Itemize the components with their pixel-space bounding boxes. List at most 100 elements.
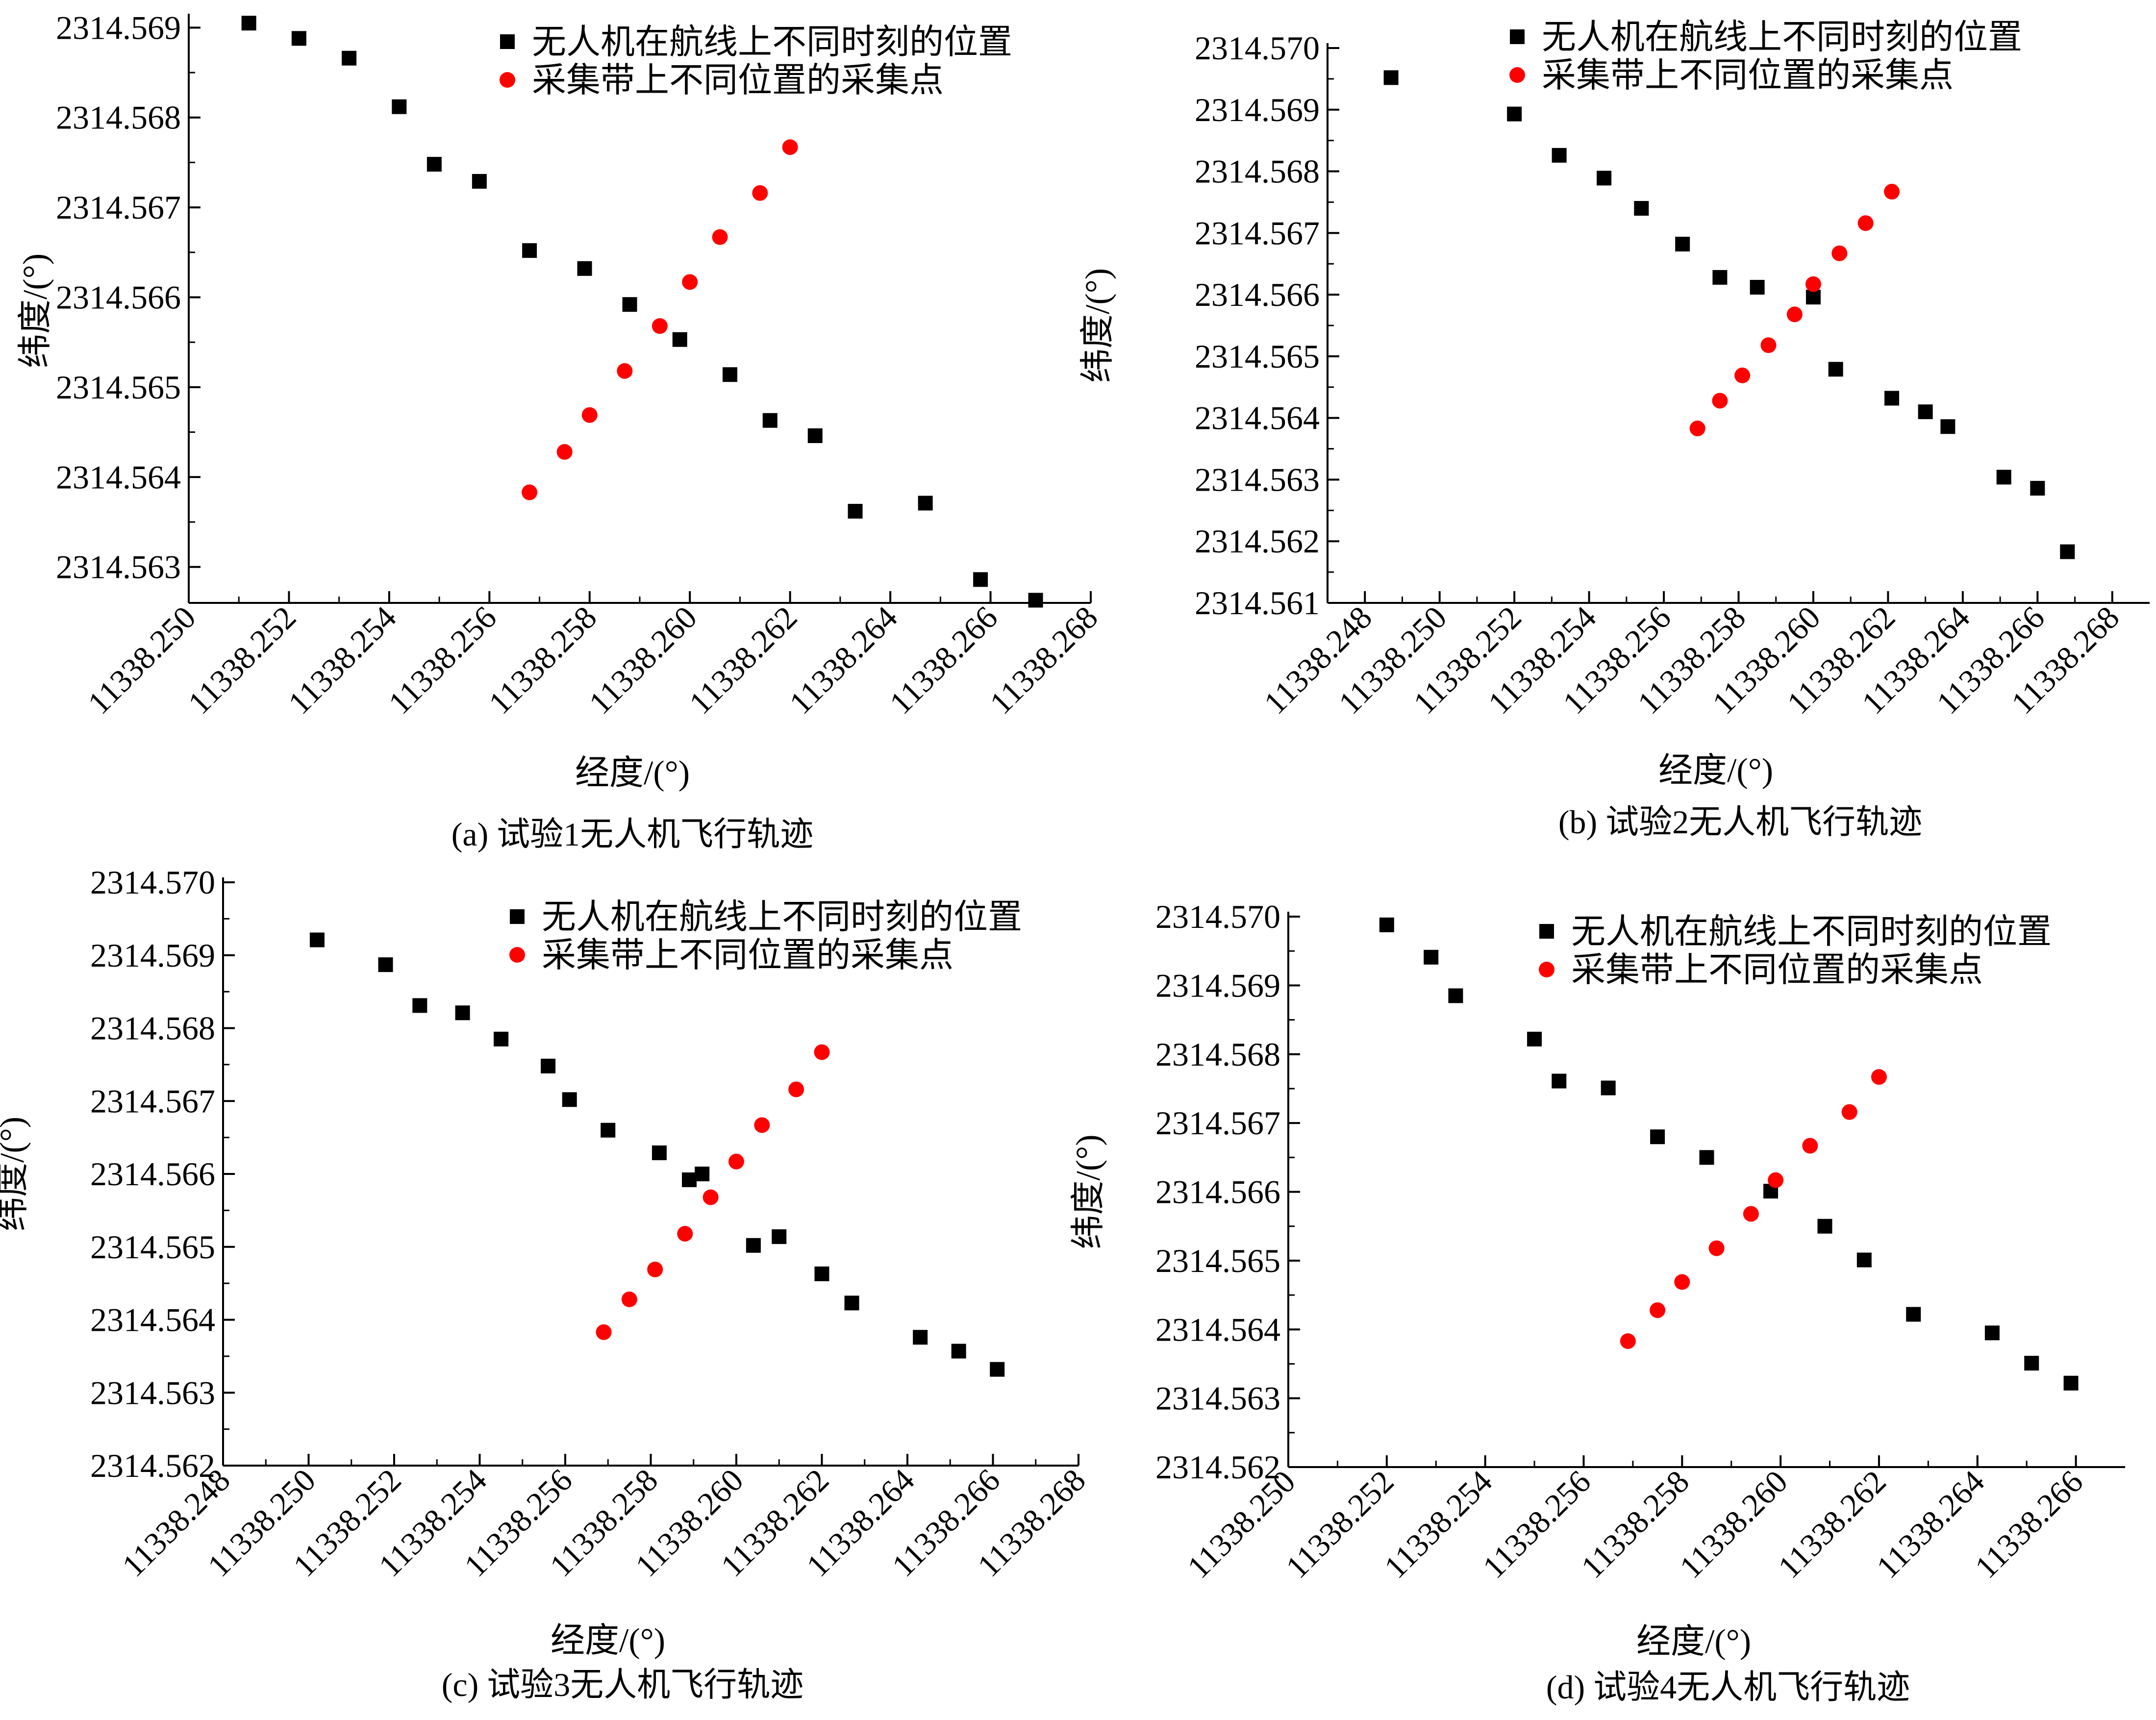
data-point-drone-position <box>973 572 988 587</box>
data-point-drone-position <box>1650 1129 1665 1145</box>
data-point-drone-position <box>844 1296 859 1311</box>
y-tick-label: 2314.567 <box>1195 214 1320 251</box>
x-tick-label: 11338.268 <box>983 599 1104 721</box>
panel-caption: (a) 试验1无人机飞行轨迹 <box>451 816 813 853</box>
x-tick-label: 11338.258 <box>482 599 603 721</box>
data-point-drone-position <box>762 413 777 428</box>
data-point-collection-point <box>1650 1302 1666 1318</box>
y-tick-label: 2314.567 <box>90 1082 215 1120</box>
data-point-collection-point <box>1689 421 1705 437</box>
data-point-drone-position <box>990 1362 1005 1377</box>
data-point-drone-position <box>522 243 537 258</box>
legend-marker-square <box>500 34 515 49</box>
data-point-drone-position <box>1028 593 1043 608</box>
data-point-drone-position <box>309 932 325 947</box>
data-point-drone-position <box>541 1058 556 1073</box>
data-point-collection-point <box>788 1081 804 1097</box>
data-point-collection-point <box>702 1189 719 1205</box>
data-point-collection-point <box>1871 1069 1887 1085</box>
data-point-collection-point <box>581 407 598 423</box>
y-tick-label: 2314.566 <box>56 278 181 316</box>
y-tick-label: 2314.563 <box>1195 461 1320 498</box>
data-point-collection-point <box>1805 276 1821 292</box>
y-tick-label: 2314.563 <box>56 548 181 586</box>
data-point-collection-point <box>682 274 698 290</box>
data-point-collection-point <box>1884 184 1900 200</box>
y-axis-label: 纬度/(°) <box>0 1117 31 1231</box>
y-tick-label: 2314.570 <box>1155 898 1280 935</box>
data-point-drone-position <box>291 31 306 46</box>
y-axis-label: 纬度/(°) <box>1079 268 1117 383</box>
y-tick-label: 2314.570 <box>90 864 215 901</box>
data-point-drone-position <box>1634 201 1649 216</box>
x-tick-label: 11338.262 <box>1771 1464 1893 1585</box>
data-point-drone-position <box>772 1229 787 1244</box>
x-tick-label: 11338.254 <box>1378 1464 1499 1585</box>
data-point-drone-position <box>1552 1073 1567 1089</box>
data-point-drone-position <box>695 1167 710 1181</box>
data-point-drone-position <box>1552 148 1567 163</box>
y-tick-label: 2314.568 <box>56 99 181 136</box>
data-point-drone-position <box>1906 1307 1921 1322</box>
x-tick-label: 11338.256 <box>1476 1464 1598 1585</box>
y-tick-label: 2314.569 <box>90 937 215 974</box>
x-axis-label: 经度/(°) <box>551 1622 665 1660</box>
y-tick-label: 2314.563 <box>90 1374 215 1411</box>
data-point-drone-position <box>2060 544 2075 559</box>
legend-label: 采集带上不同位置的采集点 <box>542 937 953 974</box>
y-tick-label: 2314.565 <box>56 369 181 406</box>
data-point-drone-position <box>2063 1375 2079 1391</box>
data-point-drone-position <box>1884 391 1900 406</box>
data-point-drone-position <box>1597 171 1612 186</box>
chart-panel-c: 2314.562 2314.563 2314.564 2314.565 2314.566… <box>0 864 1093 1703</box>
data-point-drone-position <box>746 1238 761 1253</box>
data-point-collection-point <box>677 1225 693 1242</box>
data-point-collection-point <box>556 444 573 460</box>
y-tick-label: 2314.565 <box>1155 1242 1280 1279</box>
chart-panel-a: 2314.563 2314.564 2314.565 2314.566 2314.567… <box>17 9 1105 853</box>
data-point-drone-position <box>1675 236 1690 251</box>
x-tick-label: 11338.260 <box>582 599 704 721</box>
x-axis-label: 经度/(°) <box>575 754 690 792</box>
data-point-collection-point <box>1831 245 1848 261</box>
data-point-collection-point <box>1841 1104 1857 1120</box>
data-point-drone-position <box>342 50 357 66</box>
data-point-drone-position <box>601 1122 616 1138</box>
data-point-drone-position <box>472 174 487 189</box>
data-point-drone-position <box>723 367 737 382</box>
legend-marker-square <box>510 909 525 924</box>
y-tick-label: 2314.565 <box>1195 338 1320 375</box>
data-point-drone-position <box>426 157 442 172</box>
y-tick-label: 2314.566 <box>1195 276 1320 313</box>
legend-marker-circle <box>1539 962 1554 977</box>
y-tick-label: 2314.569 <box>1195 91 1320 128</box>
data-point-drone-position <box>412 998 427 1013</box>
x-axis-label: 经度/(°) <box>1658 752 1773 790</box>
panel-caption: (c) 试验3无人机飞行轨迹 <box>442 1666 803 1703</box>
x-tick-label: 11338.254 <box>281 599 403 721</box>
data-point-drone-position <box>241 16 256 31</box>
y-tick-label: 2314.564 <box>90 1301 215 1339</box>
x-tick-label: 11338.262 <box>682 599 804 721</box>
data-point-drone-position <box>1379 917 1394 932</box>
data-point-drone-position <box>1918 404 1933 420</box>
y-tick-label: 2314.570 <box>1195 29 1320 67</box>
data-point-collection-point <box>596 1324 612 1340</box>
y-tick-label: 2314.562 <box>90 1447 215 1484</box>
legend-marker-square <box>1539 924 1554 939</box>
y-axis-label: 纬度/(°) <box>17 253 54 368</box>
data-point-collection-point <box>728 1153 744 1170</box>
y-tick-label: 2314.569 <box>1155 967 1280 1004</box>
legend-marker-circle <box>500 72 515 88</box>
data-point-drone-position <box>1984 1325 2000 1341</box>
y-tick-label: 2314.567 <box>56 189 181 226</box>
data-point-collection-point <box>647 1261 663 1277</box>
data-point-collection-point <box>617 363 633 379</box>
data-point-drone-position <box>672 332 687 347</box>
legend-marker-circle <box>509 947 525 963</box>
y-tick-label: 2314.566 <box>1155 1173 1280 1211</box>
data-point-drone-position <box>622 297 637 312</box>
